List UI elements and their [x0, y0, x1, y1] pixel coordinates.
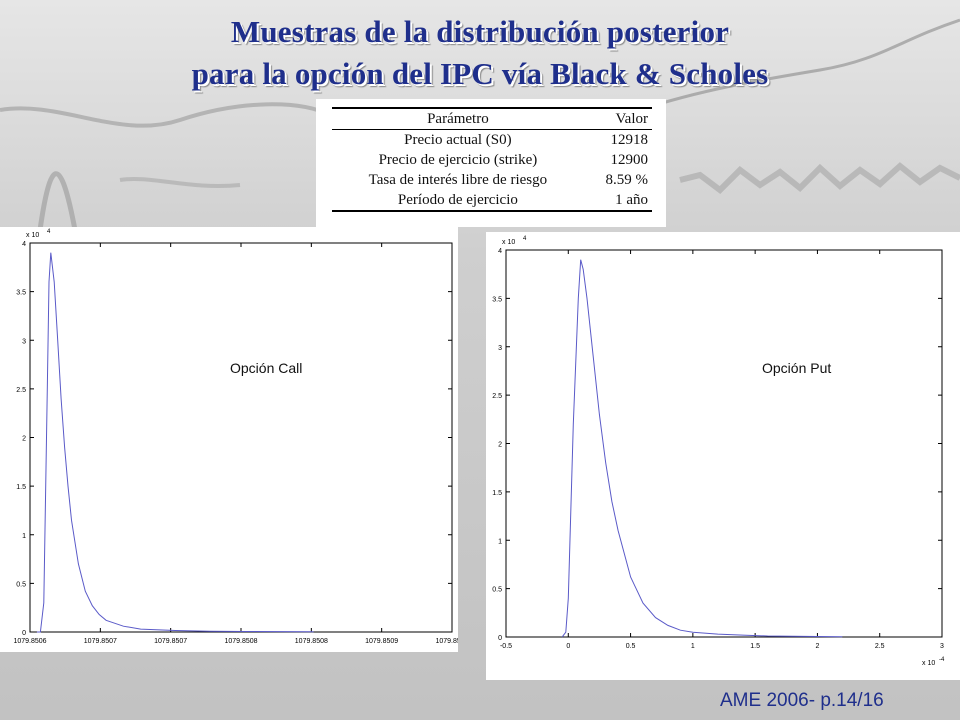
header-valor: Valor — [583, 107, 652, 130]
plot-axes-box — [505, 249, 943, 638]
y-tick-label: 0 — [22, 630, 26, 637]
x-exponent-value: -4 — [939, 657, 945, 663]
y-tick-label: 2 — [22, 436, 26, 443]
y-tick-label: 3.5 — [16, 290, 26, 297]
x-tick-label: 3 — [940, 643, 944, 650]
y-tick-label: 3.5 — [492, 296, 502, 303]
y-exponent-value: 4 — [523, 236, 527, 242]
param-name: Período de ejercicio — [332, 190, 584, 212]
plot-axes-box — [29, 242, 453, 633]
y-tick-label: 2.5 — [492, 393, 502, 400]
param-value: 12918 — [610, 132, 649, 148]
param-value: 1 año — [583, 190, 652, 212]
y-exponent-label: x 10 — [502, 239, 515, 246]
y-tick-label: 1.5 — [16, 484, 26, 491]
param-value: 8.59 % — [605, 172, 649, 188]
param-value: 12900 — [610, 152, 649, 168]
call-option-label: Opción Call — [230, 360, 303, 376]
x-tick-label: 1079.8506 — [13, 638, 46, 645]
slide-title-line-1: Muestras de la distribución posterior — [230, 14, 730, 49]
y-tick-label: 3 — [498, 345, 502, 352]
table-row: Período de ejercicio 1 año — [332, 190, 652, 212]
x-tick-label: 1079.8509 — [365, 638, 398, 645]
table-row: Precio actual (S0) 12918 — [332, 130, 652, 151]
y-tick-label: 1 — [498, 538, 502, 545]
table-row: Tasa de interés libre de riesgo 8.59 % — [332, 170, 652, 190]
put-option-plot-panel: 0 0.5 1 1.5 2 2.5 3 3.5 4 x 10 4 -0.5 0 0.5 1 1.5 2 2.5 3 x… — [486, 232, 960, 680]
put-option-density-chart: 00.511.522.533.54x 10 4-0.5 0 0.5 1 1.5 2 2.5 3x… — [492, 236, 945, 667]
table-row: Precio de ejercicio (strike) 12900 — [332, 150, 652, 170]
y-tick-label: 4 — [22, 241, 26, 248]
y-tick-label: 4 — [498, 248, 502, 255]
y-exponent-label: x 10 — [26, 232, 39, 239]
call-option-plot-panel: 0 0.5 1 1.5 2 2.5 3 3.5 4 x 10 4 1079.8506 1079.8507… — [0, 227, 458, 652]
y-tick-label: 0.5 — [492, 587, 502, 594]
y-tick-label: 0.5 — [16, 581, 26, 588]
slide-title-line-2: para la opción del IPC vía Black & Schol… — [191, 56, 769, 91]
y-tick-label: 2.5 — [16, 387, 26, 394]
x-tick-label: 1079.8508 — [224, 638, 257, 645]
density-curve — [561, 259, 843, 638]
x-tick-label: 0 — [566, 643, 570, 650]
param-name: Precio de ejercicio (strike) — [378, 152, 538, 168]
y-tick-label: 3 — [22, 338, 26, 345]
x-tick-label: 2.5 — [875, 643, 885, 650]
x-tick-label: 1079.8508 — [295, 638, 328, 645]
slide-footer-page-number: AME 2006- p.14/16 — [720, 690, 884, 711]
x-tick-label: 0.5 — [626, 643, 636, 650]
parameter-table: Parámetro Valor Precio actual (S0) 12918… — [316, 99, 666, 227]
x-tick-label: 2 — [815, 643, 819, 650]
y-tick-label: 1.5 — [492, 490, 502, 497]
param-name: Precio actual (S0) — [404, 132, 512, 148]
put-option-label: Opción Put — [762, 360, 832, 376]
table-header-row: Parámetro Valor — [332, 107, 652, 130]
y-exponent-value: 4 — [47, 229, 51, 235]
header-parametro: Parámetro — [332, 107, 584, 130]
x-tick-label: 1079.8507 — [154, 638, 187, 645]
y-tick-label: 0 — [498, 635, 502, 642]
param-name: Tasa de interés libre de riesgo — [368, 172, 548, 188]
x-tick-label: 1079.8509 — [435, 638, 458, 645]
x-exponent-label: x 10 — [922, 660, 935, 667]
y-tick-label: 1 — [22, 533, 26, 540]
x-tick-label: -0.5 — [500, 643, 512, 650]
x-tick-label: 1.5 — [750, 643, 760, 650]
parameter-table-grid: Parámetro Valor Precio actual (S0) 12918… — [332, 107, 652, 212]
density-curve — [36, 252, 314, 633]
x-tick-label: 1 — [691, 643, 695, 650]
y-tick-label: 2 — [498, 442, 502, 449]
x-tick-label: 1079.8507 — [84, 638, 117, 645]
